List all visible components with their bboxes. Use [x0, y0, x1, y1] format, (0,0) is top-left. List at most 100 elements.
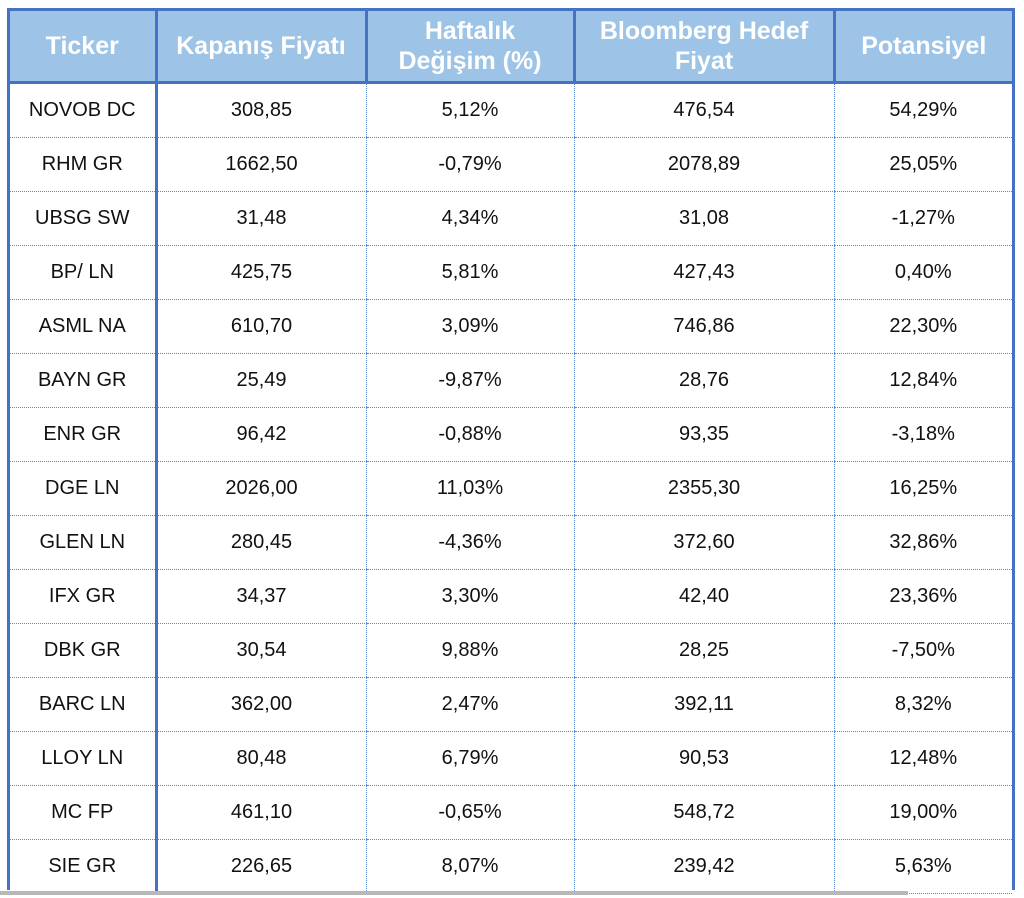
- cell-weekly-change: 5,81%: [365, 245, 574, 300]
- cell-closing-price: 96,42: [154, 407, 366, 462]
- cell-closing-price: 226,65: [154, 839, 366, 894]
- cell-ticker: SIE GR: [10, 839, 156, 894]
- table-row: BAYN GR 25,49 -9,87% 28,76 12,84%: [10, 353, 1012, 408]
- cell-ticker: GLEN LN: [10, 515, 156, 570]
- cell-weekly-change: -0,79%: [365, 137, 574, 192]
- table-body: NOVOB DC 308,85 5,12% 476,54 54,29% RHM GR 166…: [10, 82, 1012, 894]
- cell-closing-price: 80,48: [154, 731, 366, 786]
- cell-weekly-change: -0,65%: [365, 785, 574, 840]
- cell-ticker: ASML NA: [10, 299, 156, 354]
- cell-target-price: 548,72: [573, 785, 834, 840]
- cell-potential: 12,84%: [833, 353, 1012, 408]
- cell-target-price: 28,25: [573, 623, 834, 678]
- cell-target-price: 392,11: [573, 677, 834, 732]
- cell-target-price: 28,76: [573, 353, 834, 408]
- cell-potential: 25,05%: [833, 137, 1012, 192]
- table-row: RHM GR 1662,50 -0,79% 2078,89 25,05%: [10, 137, 1012, 192]
- cell-potential: -7,50%: [833, 623, 1012, 678]
- cell-potential: 12,48%: [833, 731, 1012, 786]
- cell-weekly-change: 8,07%: [365, 839, 574, 894]
- cell-weekly-change: 5,12%: [365, 82, 574, 138]
- cell-closing-price: 25,49: [154, 353, 366, 408]
- cell-closing-price: 425,75: [154, 245, 366, 300]
- cell-target-price: 2355,30: [573, 461, 834, 516]
- cell-target-price: 2078,89: [573, 137, 834, 192]
- header-row: Ticker Kapanış Fiyatı Haftalık Değişim (…: [10, 11, 1012, 84]
- cell-target-price: 239,42: [573, 839, 834, 894]
- cell-closing-price: 610,70: [154, 299, 366, 354]
- cell-weekly-change: -9,87%: [365, 353, 574, 408]
- table-row: ASML NA 610,70 3,09% 746,86 22,30%: [10, 299, 1012, 354]
- cell-closing-price: 34,37: [154, 569, 366, 624]
- cell-ticker: BARC LN: [10, 677, 156, 732]
- table-row: NOVOB DC 308,85 5,12% 476,54 54,29%: [10, 82, 1012, 138]
- cell-ticker: RHM GR: [10, 137, 156, 192]
- cell-ticker: BAYN GR: [10, 353, 156, 408]
- table-row: UBSG SW 31,48 4,34% 31,08 -1,27%: [10, 191, 1012, 246]
- table-row: LLOY LN 80,48 6,79% 90,53 12,48%: [10, 731, 1012, 786]
- table-row: DBK GR 30,54 9,88% 28,25 -7,50%: [10, 623, 1012, 678]
- stock-table: Ticker Kapanış Fiyatı Haftalık Değişim (…: [10, 11, 1012, 894]
- cell-closing-price: 1662,50: [154, 137, 366, 192]
- table-row: DGE LN 2026,00 11,03% 2355,30 16,25%: [10, 461, 1012, 516]
- cell-closing-price: 30,54: [154, 623, 366, 678]
- header-bloomberg-target: Bloomberg Hedef Fiyat: [572, 11, 834, 84]
- cell-ticker: UBSG SW: [10, 191, 156, 246]
- cell-potential: -1,27%: [833, 191, 1012, 246]
- header-ticker: Ticker: [10, 11, 156, 84]
- header-closing-price: Kapanış Fiyatı: [154, 11, 366, 84]
- cell-target-price: 93,35: [573, 407, 834, 462]
- cell-potential: 22,30%: [833, 299, 1012, 354]
- cell-weekly-change: 9,88%: [365, 623, 574, 678]
- table-row: MC FP 461,10 -0,65% 548,72 19,00%: [10, 785, 1012, 840]
- table-row: IFX GR 34,37 3,30% 42,40 23,36%: [10, 569, 1012, 624]
- cell-ticker: IFX GR: [10, 569, 156, 624]
- cell-target-price: 42,40: [573, 569, 834, 624]
- cell-weekly-change: 11,03%: [365, 461, 574, 516]
- cell-ticker: LLOY LN: [10, 731, 156, 786]
- cell-ticker: ENR GR: [10, 407, 156, 462]
- bottom-divider: [0, 891, 908, 895]
- table-row: BP/ LN 425,75 5,81% 427,43 0,40%: [10, 245, 1012, 300]
- cell-potential: 16,25%: [833, 461, 1012, 516]
- header-potential: Potansiyel: [832, 11, 1012, 84]
- cell-potential: 8,32%: [833, 677, 1012, 732]
- cell-weekly-change: 6,79%: [365, 731, 574, 786]
- cell-ticker: MC FP: [10, 785, 156, 840]
- cell-weekly-change: 3,09%: [365, 299, 574, 354]
- cell-weekly-change: 3,30%: [365, 569, 574, 624]
- cell-closing-price: 280,45: [154, 515, 366, 570]
- cell-potential: 54,29%: [833, 82, 1012, 138]
- cell-closing-price: 2026,00: [154, 461, 366, 516]
- cell-closing-price: 31,48: [154, 191, 366, 246]
- table-row: BARC LN 362,00 2,47% 392,11 8,32%: [10, 677, 1012, 732]
- cell-potential: 0,40%: [833, 245, 1012, 300]
- table-row: GLEN LN 280,45 -4,36% 372,60 32,86%: [10, 515, 1012, 570]
- cell-closing-price: 461,10: [154, 785, 366, 840]
- cell-potential: 5,63%: [833, 839, 1012, 894]
- stock-table-frame: Ticker Kapanış Fiyatı Haftalık Değişim (…: [7, 8, 1015, 894]
- cell-ticker: BP/ LN: [10, 245, 156, 300]
- cell-potential: 19,00%: [833, 785, 1012, 840]
- cell-closing-price: 362,00: [154, 677, 366, 732]
- cell-target-price: 31,08: [573, 191, 834, 246]
- cell-closing-price: 308,85: [154, 82, 366, 138]
- cell-target-price: 372,60: [573, 515, 834, 570]
- cell-potential: -3,18%: [833, 407, 1012, 462]
- cell-target-price: 746,86: [573, 299, 834, 354]
- header-weekly-change: Haftalık Değişim (%): [364, 11, 574, 84]
- cell-weekly-change: -4,36%: [365, 515, 574, 570]
- cell-weekly-change: 2,47%: [365, 677, 574, 732]
- cell-potential: 32,86%: [833, 515, 1012, 570]
- cell-potential: 23,36%: [833, 569, 1012, 624]
- cell-target-price: 476,54: [573, 82, 834, 138]
- cell-target-price: 427,43: [573, 245, 834, 300]
- cell-target-price: 90,53: [573, 731, 834, 786]
- cell-weekly-change: -0,88%: [365, 407, 574, 462]
- table-row: SIE GR 226,65 8,07% 239,42 5,63%: [10, 839, 1012, 894]
- table-row: ENR GR 96,42 -0,88% 93,35 -3,18%: [10, 407, 1012, 462]
- cell-ticker: DGE LN: [10, 461, 156, 516]
- cell-ticker: DBK GR: [10, 623, 156, 678]
- cell-weekly-change: 4,34%: [365, 191, 574, 246]
- cell-ticker: NOVOB DC: [10, 82, 156, 138]
